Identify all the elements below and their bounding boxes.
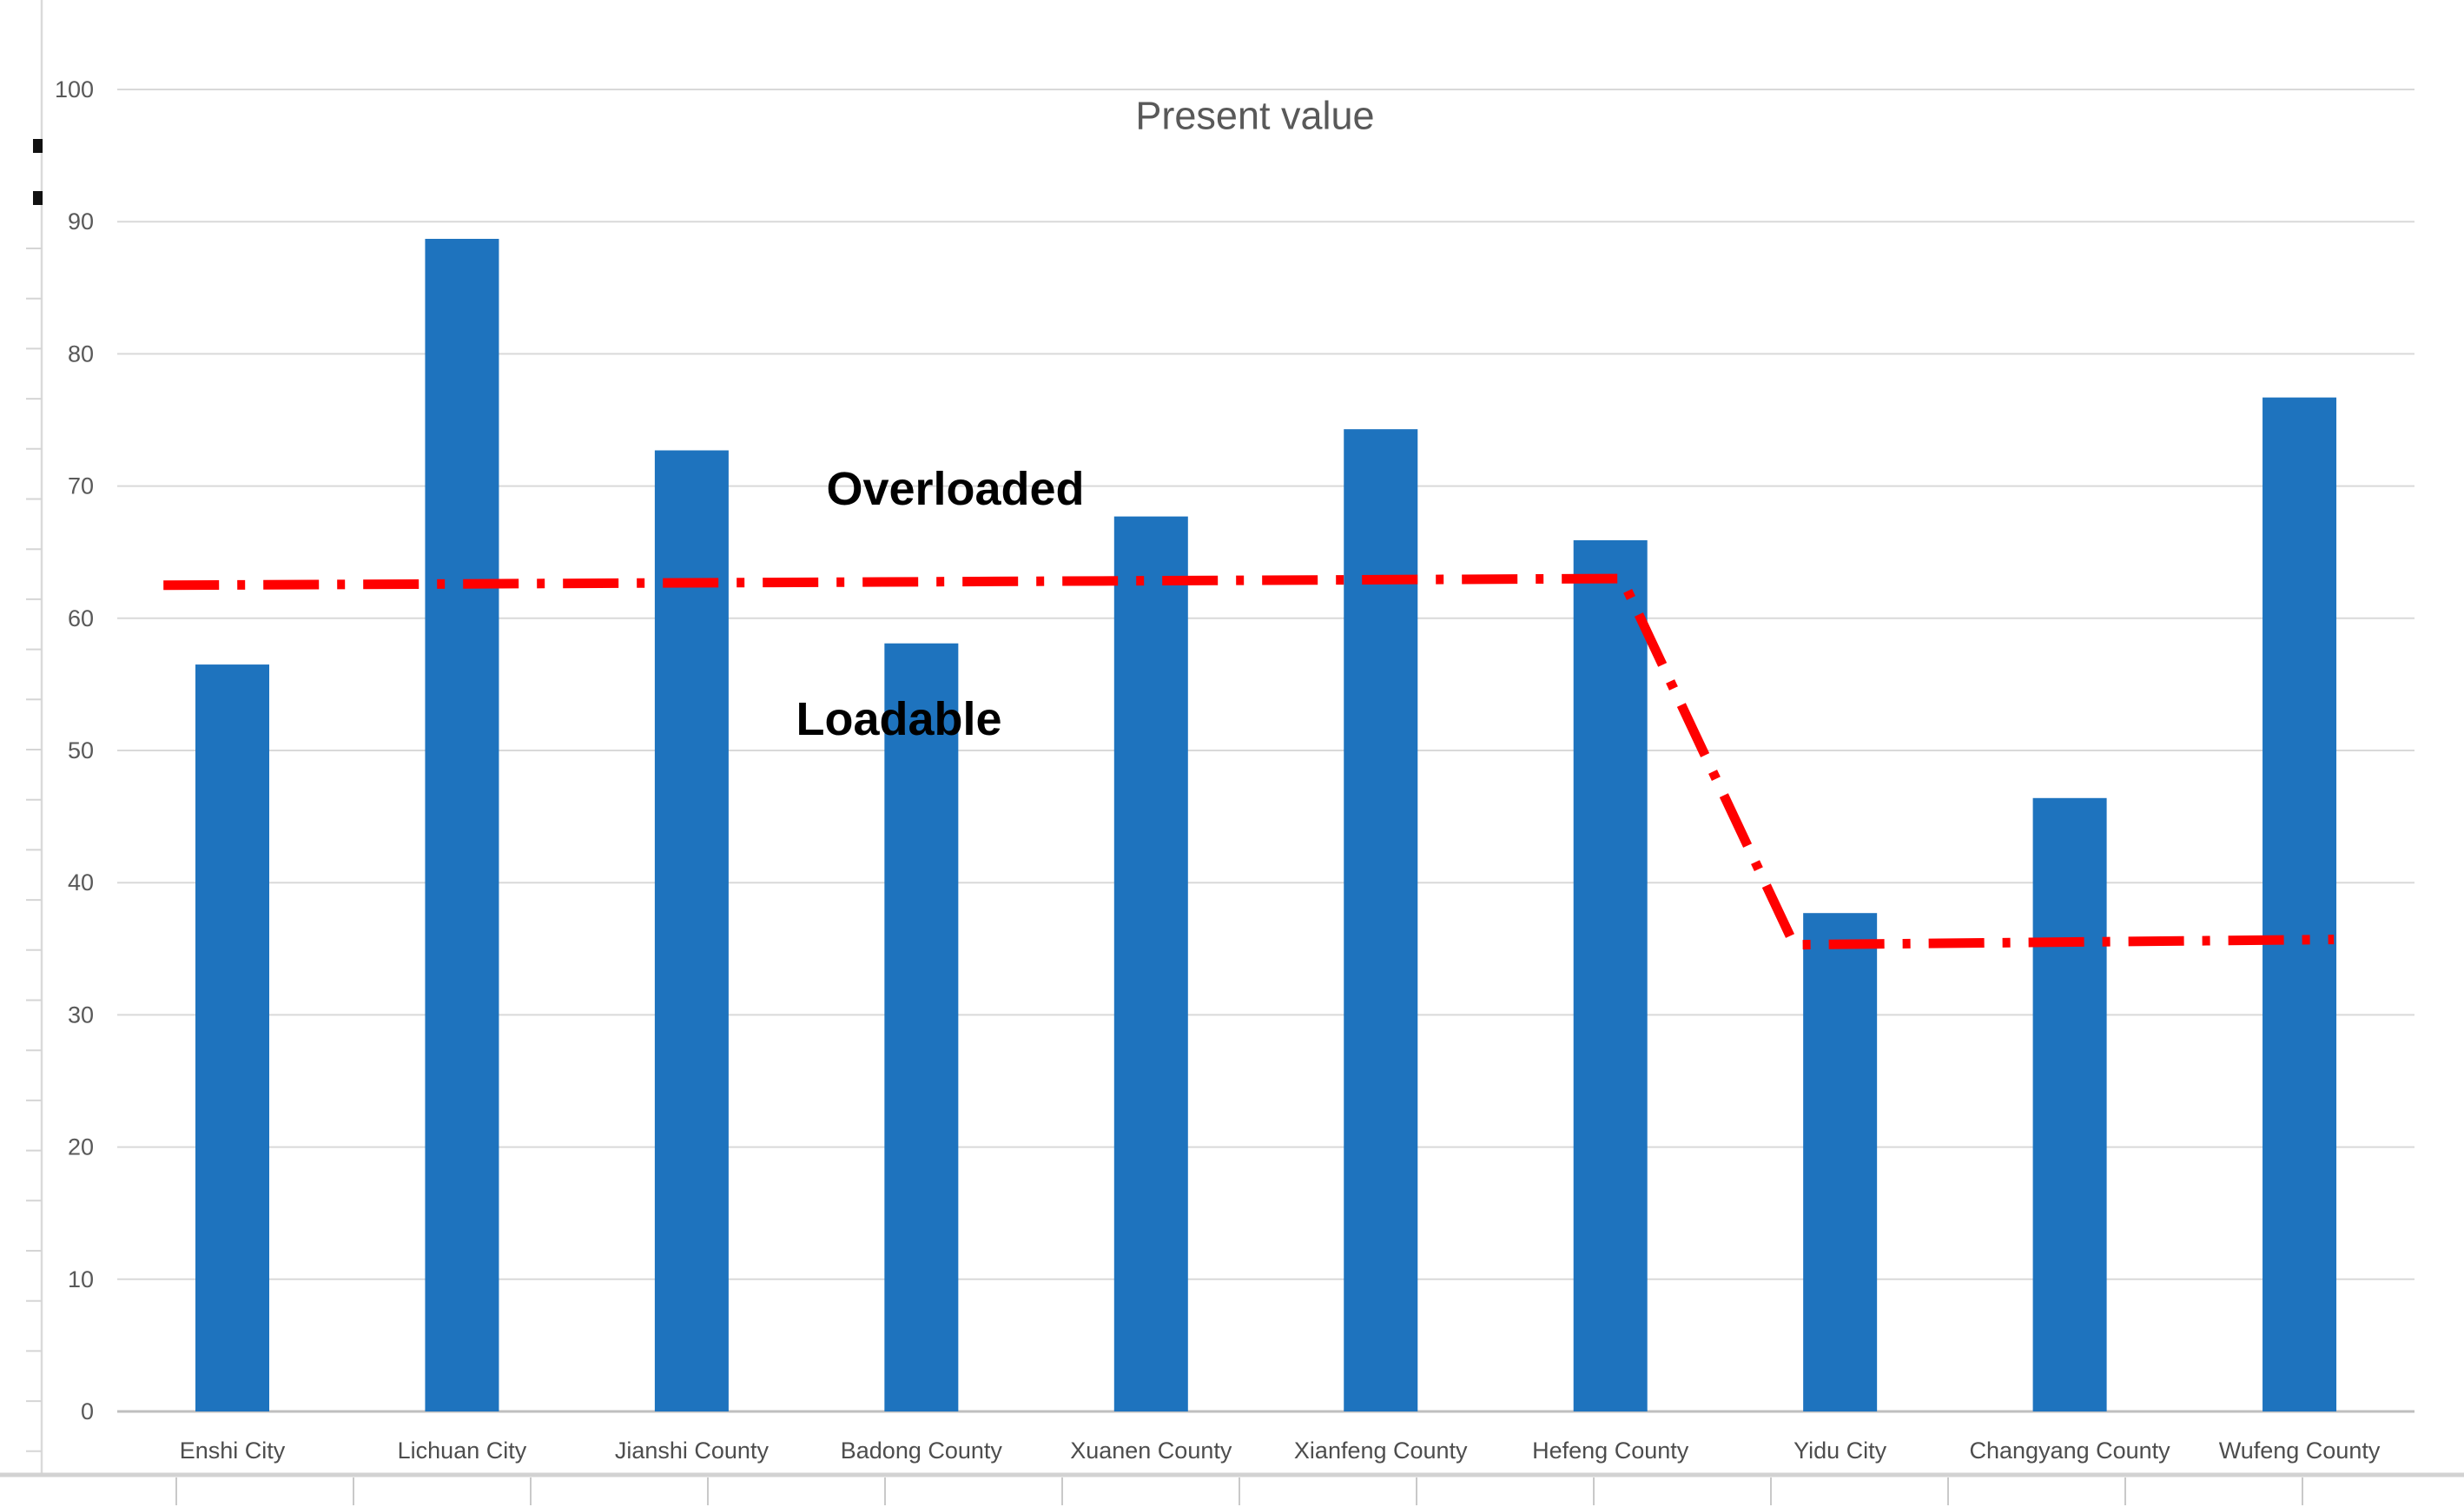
bar [425, 238, 499, 1412]
category-label: Yidu City [1794, 1438, 1887, 1464]
y-tick-label: 40 [68, 869, 94, 896]
gridlines [117, 89, 2414, 1413]
bar [195, 664, 269, 1411]
category-label: Xuanen County [1070, 1438, 1232, 1464]
left-edge-mark [33, 191, 43, 205]
bar [1113, 516, 1188, 1412]
category-label: Xianfeng County [1294, 1438, 1468, 1464]
y-tick-label: 100 [55, 76, 94, 102]
category-label: Jianshi County [615, 1438, 770, 1464]
bar [654, 450, 729, 1411]
category-label: Lichuan City [398, 1438, 527, 1464]
bar [1573, 540, 1648, 1411]
bar [2032, 797, 2107, 1411]
category-label: Wufeng County [2219, 1438, 2381, 1464]
bar [1803, 913, 1878, 1411]
y-tick-label: 0 [81, 1398, 94, 1424]
y-tick-label: 10 [68, 1266, 94, 1292]
y-tick-label: 50 [68, 737, 94, 763]
y-tick-label: 60 [68, 605, 94, 631]
threshold-line [163, 573, 2335, 950]
bar-series [195, 238, 2337, 1412]
y-tick-label: 90 [68, 208, 94, 235]
y-tick-label: 80 [68, 340, 94, 367]
axis-labels: 0 10 20 30 40 50 60 70 80 90 100 Enshi City Lichuan … [55, 76, 2381, 1464]
annotation-loadable: Loadable [796, 693, 1001, 745]
chart-title: Present value [1135, 94, 1374, 138]
category-label: Hefeng County [1532, 1438, 1689, 1464]
threshold-line-group [163, 573, 2335, 950]
left-edge-mark [33, 139, 43, 153]
bar [2263, 397, 2337, 1412]
category-label: Enshi City [180, 1438, 286, 1464]
bar [1344, 429, 1418, 1411]
y-tick-label: 70 [68, 473, 94, 499]
category-label: Badong County [841, 1438, 1003, 1464]
y-tick-label: 30 [68, 1001, 94, 1028]
bar [884, 643, 959, 1411]
y-tick-label: 20 [68, 1134, 94, 1160]
annotation-overloaded: Overloaded [826, 463, 1084, 515]
category-label: Changyang County [1970, 1438, 2171, 1464]
